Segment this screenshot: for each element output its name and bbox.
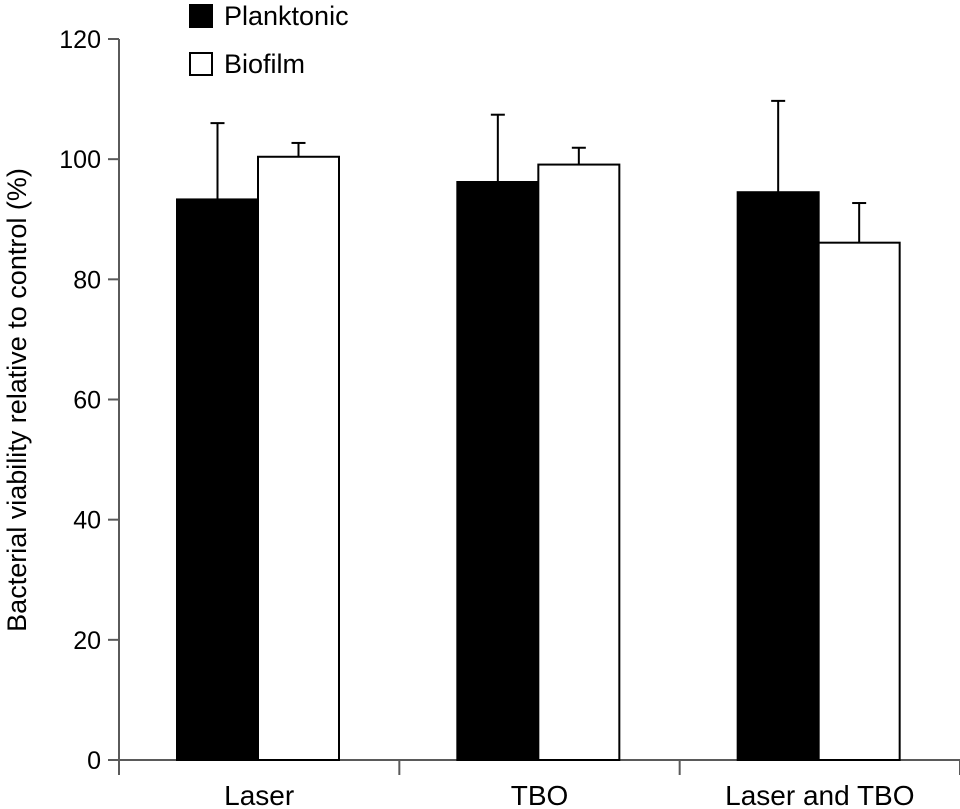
bar-biofilm-2 xyxy=(817,241,901,761)
x-tick-label: Laser and TBO xyxy=(725,780,914,809)
bar-biofilm-1 xyxy=(537,163,621,762)
y-tick-label: 60 xyxy=(73,387,101,415)
x-tick-label: Laser xyxy=(224,780,294,809)
legend-swatch-planktonic xyxy=(189,4,213,28)
bar-biofilm-0 xyxy=(257,155,340,762)
legend-label-planktonic: Planktonic xyxy=(224,1,349,31)
x-tick-label: TBO xyxy=(511,780,569,809)
y-tick-label: 0 xyxy=(87,747,101,775)
y-tick-label: 120 xyxy=(59,26,101,54)
y-tick-label: 100 xyxy=(59,146,101,174)
legend-swatch-biofilm xyxy=(189,52,213,76)
y-tick-label: 80 xyxy=(73,266,101,294)
bar-planktonic-0 xyxy=(176,198,259,762)
axes: 0 20 40 60 80 100 120 Laser TBO Laser and TBO xyxy=(59,26,960,809)
bars xyxy=(176,99,901,762)
legend: Planktonic Biofilm xyxy=(189,1,349,79)
y-tick-label: 40 xyxy=(73,507,101,535)
bar-planktonic-1 xyxy=(456,180,540,761)
legend-label-biofilm: Biofilm xyxy=(224,49,305,79)
y-tick-label: 20 xyxy=(73,627,101,655)
bar-planktonic-2 xyxy=(736,191,820,761)
y-axis-title: Bacterial viability relative to control … xyxy=(2,168,32,632)
